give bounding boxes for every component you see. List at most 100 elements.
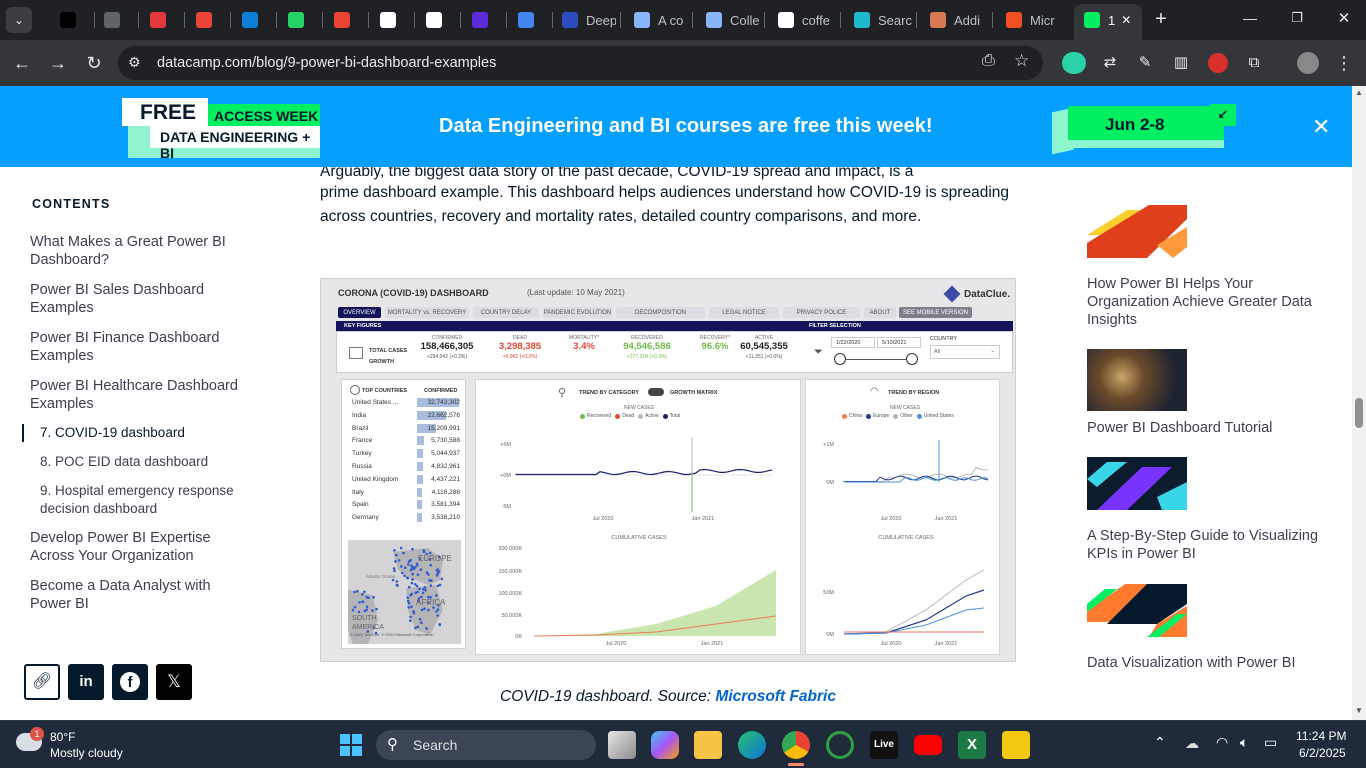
browser-tab[interactable]: 1 ✕ xyxy=(1084,6,1142,34)
reading-list-icon[interactable]: ▥ xyxy=(1173,54,1189,71)
browser-tab[interactable] xyxy=(60,6,90,34)
country-filter-select[interactable]: All ⌄ xyxy=(930,345,1000,359)
date-slider-handle-start[interactable] xyxy=(834,353,846,365)
dashboard-tab[interactable]: COUNTRY DELAY xyxy=(473,307,539,318)
scroll-down-arrow-icon[interactable]: ▼ xyxy=(1355,706,1363,715)
browser-tab[interactable] xyxy=(472,6,502,34)
country-name[interactable]: Spain xyxy=(352,501,369,509)
extension-active-icon[interactable] xyxy=(1062,52,1086,74)
reload-button[interactable]: ↻ xyxy=(82,51,106,75)
related-thumb-3[interactable] xyxy=(1087,457,1187,510)
related-thumb-2[interactable] xyxy=(1087,349,1187,411)
bookmark-star-icon[interactable]: ☆ xyxy=(1014,51,1030,70)
site-settings-icon[interactable]: ⚙ xyxy=(128,54,141,70)
caption-source-link[interactable]: Microsoft Fabric xyxy=(715,688,836,705)
dashboard-tab[interactable]: SEE MOBILE VERSION xyxy=(899,307,972,318)
browser-tab[interactable]: A co xyxy=(634,6,688,34)
toc-subitem[interactable]: 8. POC EID data dashboard xyxy=(40,454,209,469)
country-name[interactable]: Turkey xyxy=(352,450,372,458)
date-to-box[interactable]: 5/10/2021 xyxy=(877,337,921,348)
share-x-button[interactable]: 𝕏 xyxy=(156,664,192,700)
start-button[interactable] xyxy=(339,733,363,757)
back-button[interactable]: ← xyxy=(10,51,34,75)
browser-tab[interactable] xyxy=(104,6,134,34)
browser-tab[interactable] xyxy=(426,6,456,34)
menu-kebab-icon[interactable]: ⋮ xyxy=(1335,53,1353,73)
tab-search-button[interactable]: ⌄ xyxy=(6,7,32,33)
tab-close-icon[interactable]: ✕ xyxy=(1121,13,1132,27)
clock-date[interactable]: 6/2/2025 xyxy=(1299,746,1346,760)
country-name[interactable]: Russia xyxy=(352,463,372,470)
browser-tab[interactable]: Addi xyxy=(930,6,988,34)
toc-item[interactable]: Power BI Sales Dashboard Examples xyxy=(30,282,205,316)
browser-tab[interactable]: Deep xyxy=(562,6,616,34)
extensions-puzzle-icon[interactable]: ⧉ xyxy=(1248,54,1260,71)
related-thumb-1[interactable] xyxy=(1087,205,1187,258)
volume-icon[interactable]: 🔈︎ xyxy=(1240,734,1249,750)
toc-item[interactable]: Develop Power BI Expertise Across Your O… xyxy=(30,530,211,564)
promo-banner[interactable]: FREE ACCESS WEEK DATA ENGINEERING + BI D… xyxy=(0,86,1352,167)
minimize-button[interactable]: — xyxy=(1238,10,1262,30)
tray-chevron-up-icon[interactable]: ⌃ xyxy=(1154,734,1166,750)
banner-dates-box[interactable]: Jun 2-8 ↙ xyxy=(1052,104,1242,155)
profile-avatar[interactable] xyxy=(1297,52,1319,74)
browser-tab[interactable] xyxy=(288,6,318,34)
dashboard-tab[interactable]: PRIVACY POLICE xyxy=(783,307,860,318)
country-name[interactable]: France xyxy=(352,437,373,445)
browser-tab[interactable] xyxy=(380,6,410,34)
country-name[interactable]: Brazil xyxy=(352,424,369,432)
share-facebook-button[interactable]: f xyxy=(112,664,148,700)
related-thumb-4[interactable] xyxy=(1087,584,1187,637)
country-name[interactable]: Italy xyxy=(352,488,364,496)
youtube-icon[interactable] xyxy=(914,735,942,755)
wifi-icon[interactable]: ◠ xyxy=(1216,734,1229,750)
banner-close-button[interactable]: ✕ xyxy=(1312,114,1331,139)
tray-onedrive-icon[interactable]: ☁ xyxy=(1185,735,1199,751)
browser-tab[interactable]: coffe xyxy=(778,6,836,34)
extension-translate-icon[interactable]: ⇄ xyxy=(1103,54,1117,71)
growth-matrix-toggle[interactable] xyxy=(648,388,664,396)
address-bar[interactable]: ⚙ datacamp.com/blog/9-power-bi-dashboard… xyxy=(118,46,1043,80)
scroll-up-arrow-icon[interactable]: ▲ xyxy=(1355,88,1363,97)
page-scrollbar[interactable]: ▲ ▼ xyxy=(1352,86,1366,720)
country-name[interactable]: India xyxy=(352,411,367,419)
country-name[interactable]: United States ... xyxy=(352,399,399,406)
toc-subitem-active[interactable]: 7. COVID-19 dashboard xyxy=(40,425,185,440)
new-tab-button[interactable]: + xyxy=(1150,8,1172,32)
dashboard-tab[interactable]: DECOMPOSITION xyxy=(616,307,705,318)
scrollbar-thumb[interactable] xyxy=(1355,398,1363,428)
weather-widget[interactable]: 1 80°F Mostly cloudy xyxy=(14,727,164,763)
browser-tab[interactable] xyxy=(196,6,226,34)
related-title[interactable]: How Power BI Helps Your Organization Ach… xyxy=(1087,276,1312,328)
share-link-button[interactable]: 🔗︎ xyxy=(24,664,60,700)
dashboard-tab[interactable]: MORTALITY vs. RECOVERY xyxy=(385,307,469,318)
related-title[interactable]: Power BI Dashboard Tutorial xyxy=(1087,420,1273,436)
date-slider-handle-end[interactable] xyxy=(906,353,918,365)
file-explorer-icon[interactable] xyxy=(694,731,722,759)
power-bi-icon[interactable] xyxy=(1002,731,1030,759)
toc-item[interactable]: Power BI Finance Dashboard Examples xyxy=(30,330,220,364)
browser-tab[interactable]: Searc xyxy=(854,6,912,34)
related-title[interactable]: A Step-By-Step Guide to Visualizing KPIs… xyxy=(1087,528,1319,562)
maximize-button[interactable]: ❐ xyxy=(1285,10,1309,30)
toc-subitem[interactable]: 9. Hospital emergency response decision … xyxy=(40,483,234,516)
date-slider-track[interactable] xyxy=(840,359,912,360)
dashboard-tab[interactable]: PANDEMIC EVOLUTION xyxy=(543,307,612,318)
extension-feather-icon[interactable]: ✎ xyxy=(1138,54,1152,71)
taskbar-search[interactable]: ⚲ Search xyxy=(376,730,596,760)
browser-tab[interactable] xyxy=(518,6,548,34)
copilot-icon[interactable] xyxy=(651,731,679,759)
install-app-icon[interactable]: ⎙ xyxy=(982,52,995,69)
browser-tab[interactable] xyxy=(242,6,272,34)
share-linkedin-button[interactable]: in xyxy=(68,664,104,700)
battery-icon[interactable]: ▭ xyxy=(1264,734,1278,750)
extension-red-icon[interactable] xyxy=(1208,53,1228,73)
dashboard-tab[interactable]: LEGAL NOTICE xyxy=(709,307,779,318)
clock-time[interactable]: 11:24 PM xyxy=(1296,729,1347,743)
toc-item[interactable]: What Makes a Great Power BI Dashboard? xyxy=(30,234,226,268)
dashboard-tab[interactable]: ABOUT xyxy=(864,307,896,318)
task-view-icon[interactable] xyxy=(608,731,636,759)
toc-item[interactable]: Become a Data Analyst with Power BI xyxy=(30,578,211,612)
greenshot-icon[interactable] xyxy=(826,731,854,759)
excel-icon[interactable]: X xyxy=(958,731,986,759)
